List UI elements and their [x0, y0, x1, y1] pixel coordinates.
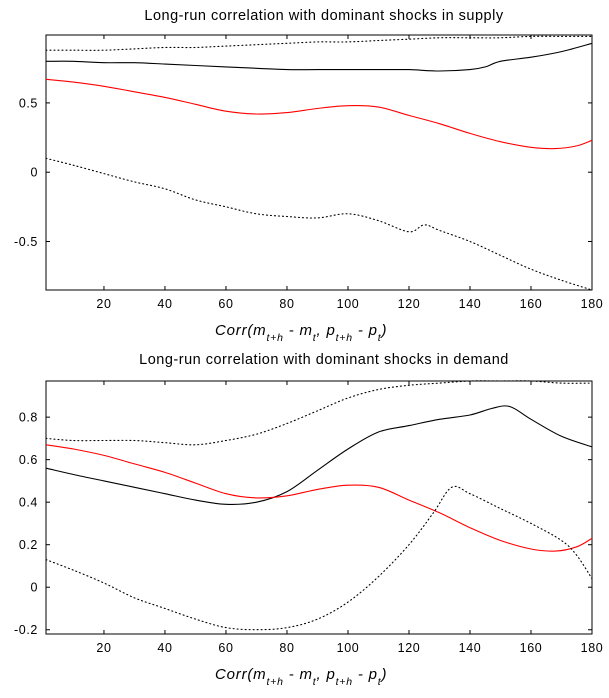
x-tick-label: 80 — [279, 297, 294, 311]
y-tick-label: -0.2 — [14, 623, 38, 637]
x-tick-label: 40 — [157, 297, 172, 311]
x-tick-label: 160 — [520, 297, 543, 311]
y-tick-label: 0.6 — [19, 453, 38, 467]
y-tick-label: 0.2 — [19, 538, 38, 552]
series-lines — [45, 380, 593, 631]
x-tick-label: 60 — [218, 297, 233, 311]
supply-chart-panel: Long-run correlation with dominant shock… — [14, 8, 603, 344]
x-tick-label: 180 — [581, 297, 604, 311]
x-tick-label: 20 — [96, 297, 111, 311]
x-tick-label: 120 — [398, 297, 421, 311]
x-tick-label: 140 — [459, 641, 482, 655]
x-tick-label: 80 — [279, 641, 294, 655]
dotted-band-line — [45, 380, 593, 446]
x-tick-label: 40 — [157, 641, 172, 655]
plot-frame — [45, 34, 593, 291]
chart-title: Long-run correlation with dominant shock… — [144, 8, 503, 24]
demand-chart-panel: Long-run correlation with dominant shock… — [14, 352, 603, 688]
x-tick-label: 20 — [96, 641, 111, 655]
black-series-line — [45, 405, 593, 505]
axis-ticks: 20 40 60 80 100 120 140 160 180 0.5 0 -0.5 — [14, 35, 603, 311]
x-tick-label: 100 — [337, 641, 360, 655]
x-axis-label: Corr(mt+h - mt, pt+h - pt) — [215, 322, 387, 344]
x-tick-label: 160 — [520, 641, 543, 655]
dotted-band-line — [45, 35, 593, 51]
dotted-band-line — [45, 485, 593, 631]
x-tick-label: 60 — [218, 641, 233, 655]
y-tick-label: 0.4 — [19, 496, 38, 510]
x-axis-label: Corr(mt+h - mt, pt+h - pt) — [215, 666, 387, 688]
y-tick-label: 0 — [30, 166, 38, 180]
y-tick-label: -0.5 — [14, 235, 38, 249]
y-tick-label: 0.8 — [19, 411, 38, 425]
series-lines — [45, 35, 593, 291]
dotted-band-line — [45, 157, 593, 291]
plot-frame — [45, 380, 593, 635]
red-series-line — [45, 444, 593, 552]
x-tick-label: 120 — [398, 641, 421, 655]
black-series-line — [45, 42, 593, 72]
chart-title: Long-run correlation with dominant shock… — [139, 352, 509, 368]
x-tick-label: 180 — [581, 641, 604, 655]
y-tick-label: 0 — [30, 581, 38, 595]
x-tick-label: 100 — [337, 297, 360, 311]
red-series-line — [45, 78, 593, 150]
x-tick-label: 140 — [459, 297, 482, 311]
y-tick-label: 0.5 — [19, 96, 38, 110]
axis-ticks: 20 40 60 80 100 120 140 160 180 0.8 0.6 0.4 0.2 0 -0.2 — [14, 381, 603, 655]
